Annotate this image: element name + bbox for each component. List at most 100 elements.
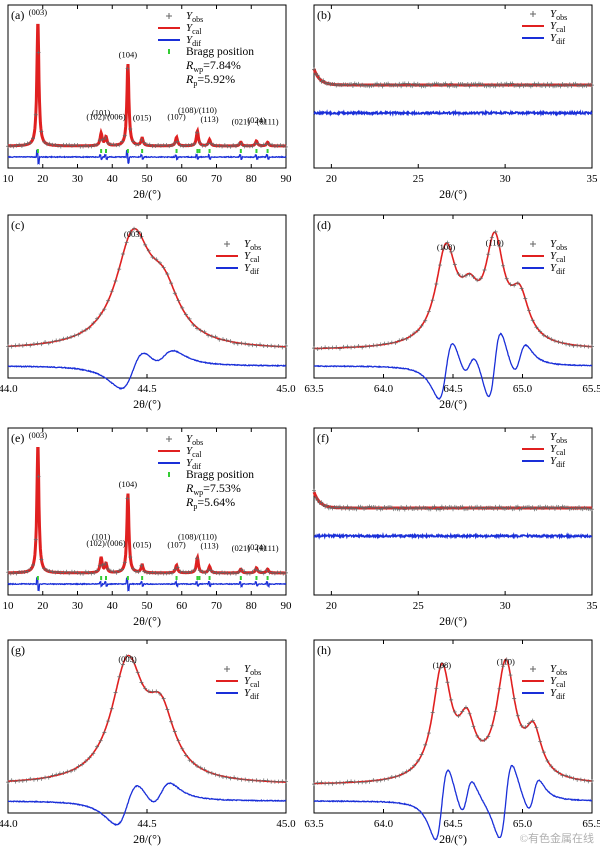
obs-point [514,504,519,509]
obs-point [315,780,320,785]
obs-point [501,506,506,511]
obs-point [136,142,141,147]
obs-point [14,143,19,148]
legend-label-obs: Yobs [550,238,567,252]
obs-point [197,568,202,573]
obs-point [192,567,197,572]
obs-point [195,556,200,561]
obs-point [349,779,354,784]
peak-label: (101) [92,108,111,118]
obs-point [132,226,137,231]
obs-point [228,144,233,149]
obs-point [195,326,200,331]
obs-point [552,338,557,343]
obs-point [128,229,133,234]
x-tick-label: 90 [281,173,293,185]
obs-point [164,142,169,147]
obs-point [125,66,130,71]
obs-point [423,318,428,323]
obs-point [239,777,244,782]
obs-point [25,569,30,574]
legend-label-dif: Ydif [186,457,201,471]
obs-point [150,255,155,260]
obs-point [512,506,517,511]
obs-point [143,242,148,247]
obs-point [449,505,454,510]
obs-point [345,504,350,509]
obs-point [321,78,326,83]
obs-point [154,257,159,262]
obs-point [157,260,162,265]
peak-label: (108)/(110) [178,105,217,115]
obs-point [586,344,591,349]
x-tick-label: 65.0 [513,383,533,395]
x-tick-label: 30 [72,600,84,612]
obs-point [117,267,122,272]
obs-point [222,570,227,575]
obs-point [426,731,431,736]
obs-point [6,570,10,575]
obs-point [250,778,255,783]
series-ycal [8,23,286,148]
panel-label: (a) [11,8,24,22]
obs-point [312,67,316,72]
obs-point [239,141,244,146]
obs-point [543,504,548,509]
obs-point [43,775,48,780]
obs-point [319,500,324,505]
obs-point [9,344,14,349]
obs-point [200,569,205,574]
obs-point [154,689,159,694]
obs-point [360,345,365,350]
obs-point [545,81,550,86]
obs-point [17,778,22,783]
obs-point [326,346,331,351]
obs-point [552,506,557,511]
obs-point [475,83,480,88]
obs-point [467,272,472,277]
obs-point [113,278,118,283]
obs-point [98,312,103,317]
obs-point [473,81,478,86]
obs-point [590,507,594,512]
obs-point [69,769,74,774]
obs-point [198,765,203,770]
obs-point [545,758,550,763]
obs-point [175,565,180,570]
obs-point [125,496,130,501]
obs-point [233,144,238,149]
obs-point [352,344,357,349]
obs-point [246,342,251,347]
obs-point [103,136,108,141]
obs-point [482,737,487,742]
obs-point [106,140,111,145]
obs-point [65,769,70,774]
watermark: ©有色金属在线 [520,831,594,845]
obs-point [556,339,561,344]
x-tick-label: 65.5 [582,383,600,395]
obs-point [87,755,92,760]
obs-point [253,567,258,572]
obs-point [586,779,591,784]
obs-point [552,768,557,773]
obs-point [272,344,277,349]
obs-point [502,82,507,87]
obs-point [326,781,331,786]
obs-point [86,570,91,575]
obs-point [554,83,559,88]
obs-point [578,343,583,348]
obs-point [371,778,376,783]
obs-point [258,143,263,148]
obs-point [250,569,255,574]
obs-point [267,141,272,146]
obs-point [208,141,213,146]
x-tick-label: 44.5 [137,818,157,830]
obs-point [186,570,191,575]
obs-point [497,244,502,249]
obs-point [397,507,402,512]
obs-point [323,80,328,85]
obs-point [142,140,147,145]
obs-point [463,273,468,278]
